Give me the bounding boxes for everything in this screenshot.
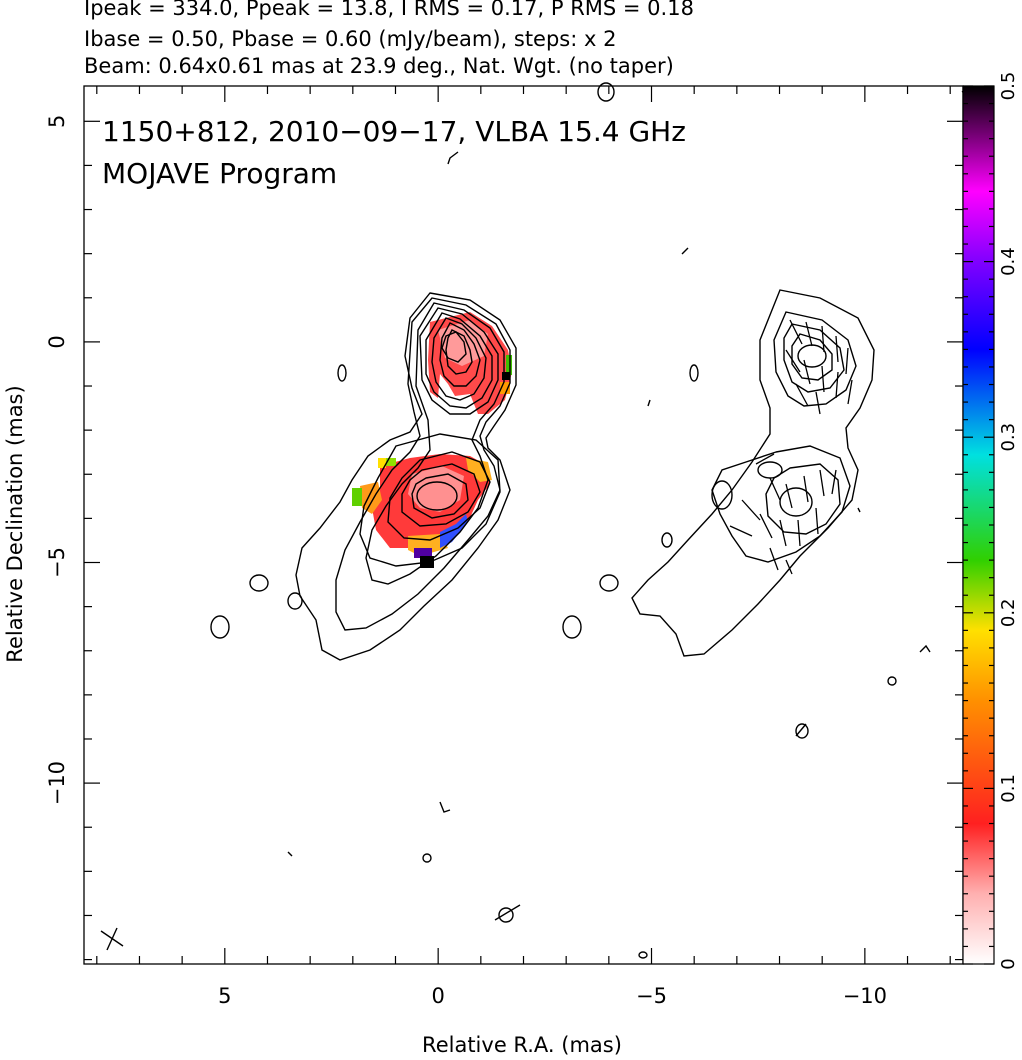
x-tick-label: 0 [431,984,444,1008]
axis-ticks: 5 0 −5 −10 5 0 −5 −10 [45,86,963,1008]
source-label: 1150+812, 2010−09−17, VLBA 15.4 GHz [102,115,686,148]
colorbar [962,85,995,965]
intensity-contours-right [599,247,931,739]
fractional-polarization-image [352,312,512,568]
jet-polarization-light [408,466,464,512]
header-line-1: Ipeak = 334.0, Ppeak = 13.8, I RMS = 0.1… [84,0,694,20]
program-label: MOJAVE Program [102,157,337,190]
header-line-3: Beam: 0.64x0.61 mas at 23.9 deg., Nat. W… [84,54,674,78]
evpa-vectors [729,319,853,575]
y-axis-label: Relative Declination (mas) [3,385,27,662]
y-tick-label: −10 [45,761,69,805]
colorbar-tick-label: 0 [998,958,1019,969]
x-axis-label: Relative R.A. (mas) [422,1033,622,1057]
colorbar-tick-label: 0.4 [998,247,1019,276]
colorbar-ticks: 0 0.1 0.2 0.3 0.4 0.5 [963,72,1019,970]
colorbar-tick-label: 0.3 [998,423,1019,452]
header-line-2: Ibase = 0.50, Pbase = 0.60 (mJy/beam), s… [84,27,617,51]
beam-marker [100,927,124,951]
x-tick-label: −5 [636,984,667,1008]
y-tick-label: −5 [45,547,69,578]
intensity-contours-left [210,82,973,959]
y-tick-label: 5 [45,115,69,128]
colorbar-tick-label: 0.5 [998,72,1019,101]
colorbar-tick-label: 0.2 [998,598,1019,627]
y-tick-label: 0 [45,335,69,348]
x-tick-label: 5 [218,984,231,1008]
x-tick-label: −10 [843,984,887,1008]
colorbar-tick-label: 0.1 [998,774,1019,803]
